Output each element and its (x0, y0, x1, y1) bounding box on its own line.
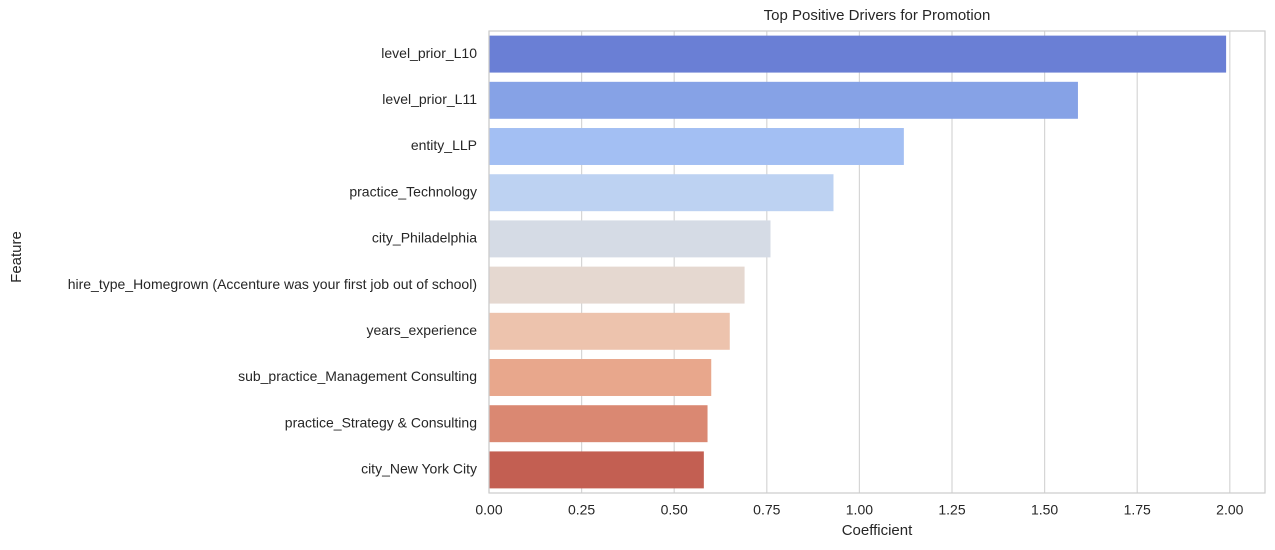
x-axis-label: Coefficient (842, 522, 913, 539)
x-tick-label: 0.75 (753, 502, 780, 518)
x-tick-label: 0.00 (475, 502, 502, 518)
y-tick-label: city_Philadelphia (372, 230, 477, 246)
y-tick-label: sub_practice_Management Consulting (238, 368, 477, 384)
y-tick-label: level_prior_L11 (382, 91, 477, 107)
bar (489, 359, 712, 396)
bar (489, 35, 1227, 73)
x-tick-label: 0.50 (661, 502, 688, 518)
bar (489, 174, 834, 212)
x-tick-label: 1.25 (938, 502, 965, 518)
x-tick-label: 0.25 (568, 502, 595, 518)
chart-title: Top Positive Drivers for Promotion (764, 7, 991, 24)
bar (489, 405, 708, 443)
y-tick-label: practice_Technology (349, 183, 477, 199)
y-tick-label: practice_Strategy & Consulting (285, 414, 477, 430)
x-tick-label: 1.00 (846, 502, 873, 518)
y-axis-label: Feature (8, 231, 25, 283)
y-tick-label: city_New York City (361, 461, 477, 477)
x-tick-label: 1.75 (1124, 502, 1151, 518)
y-tick-label: level_prior_L10 (381, 45, 477, 61)
bar (489, 451, 704, 489)
plot-frame (488, 30, 1266, 494)
x-tick-label: 2.00 (1216, 502, 1243, 518)
y-tick-label: entity_LLP (411, 137, 477, 153)
bar (489, 220, 771, 258)
y-tick-label: hire_type_Homegrown (Accenture was your … (68, 276, 477, 292)
y-tick-label: years_experience (366, 322, 477, 338)
x-tick-label: 1.50 (1031, 502, 1058, 518)
bar (489, 81, 1078, 119)
bar (489, 128, 904, 165)
bar (489, 266, 745, 304)
bar (489, 312, 730, 350)
